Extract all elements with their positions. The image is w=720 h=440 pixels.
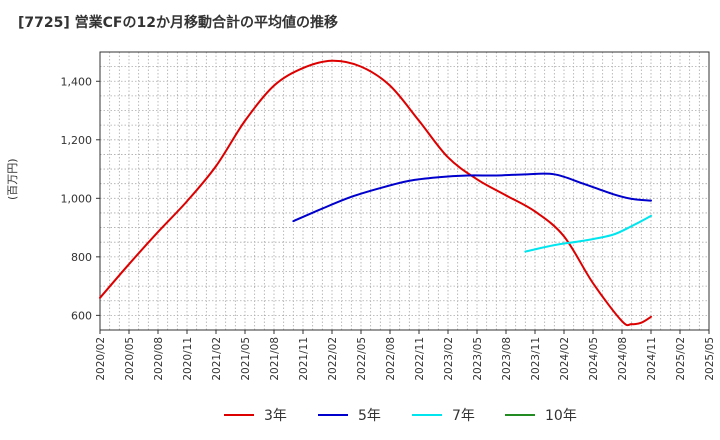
legend-label: 3年 (264, 408, 287, 424)
x-tick-label: 2025/02 (675, 337, 687, 381)
x-tick-label: 2021/02 (211, 337, 223, 381)
x-tick-label: 2023/02 (443, 337, 455, 381)
legend-item-1: 5年 (318, 404, 381, 426)
x-tick-label: 2022/11 (414, 337, 426, 381)
y-tick-label: 800 (71, 251, 92, 264)
legend-label: 7年 (452, 408, 475, 424)
legend-swatch (412, 414, 442, 416)
y-tick-label: 1,400 (61, 75, 93, 88)
y-tick-label: 1,200 (61, 134, 93, 147)
x-tick-label: 2020/02 (95, 337, 107, 381)
x-tick-label: 2023/05 (472, 337, 484, 381)
legend-swatch (224, 414, 254, 416)
x-tick-label: 2023/08 (501, 337, 513, 381)
x-tick-label: 2025/05 (704, 337, 716, 381)
legend-swatch (505, 414, 535, 416)
x-tick-label: 2021/08 (269, 337, 281, 381)
legend-label: 10年 (545, 408, 577, 424)
x-tick-label: 2020/11 (182, 337, 194, 381)
x-tick-label: 2022/08 (385, 337, 397, 381)
x-tick-label: 2021/11 (298, 337, 310, 381)
x-tick-label: 2023/11 (530, 337, 542, 381)
legend-item-2: 7年 (412, 404, 475, 426)
legend-swatch (318, 414, 348, 416)
x-tick-label: 2021/05 (240, 337, 252, 381)
series-line-1 (292, 172, 652, 223)
x-tick-label: 2022/05 (356, 337, 368, 381)
x-tick-label: 2020/05 (124, 337, 136, 381)
legend-label: 5年 (358, 408, 381, 424)
series-line-2 (524, 214, 652, 253)
plot-frame (99, 51, 710, 331)
x-tick-label: 2020/08 (153, 337, 165, 381)
x-tick-label: 2024/05 (588, 337, 600, 381)
chart-title: [7725] 営業CFの12か月移動合計の平均値の推移 (18, 15, 338, 31)
y-tick-label: 1,000 (61, 192, 93, 205)
series-line-0 (99, 59, 652, 327)
legend-item-0: 3年 (224, 404, 287, 426)
legend-item-3: 10年 (505, 404, 577, 426)
x-tick-label: 2024/08 (617, 337, 629, 381)
legend: 3年 5年 7年 10年 (0, 404, 720, 426)
x-tick-label: 2022/02 (327, 337, 339, 381)
x-tick-label: 2024/02 (559, 337, 571, 381)
y-tick-label: 600 (71, 309, 92, 322)
x-tick-label: 2024/11 (646, 337, 658, 381)
